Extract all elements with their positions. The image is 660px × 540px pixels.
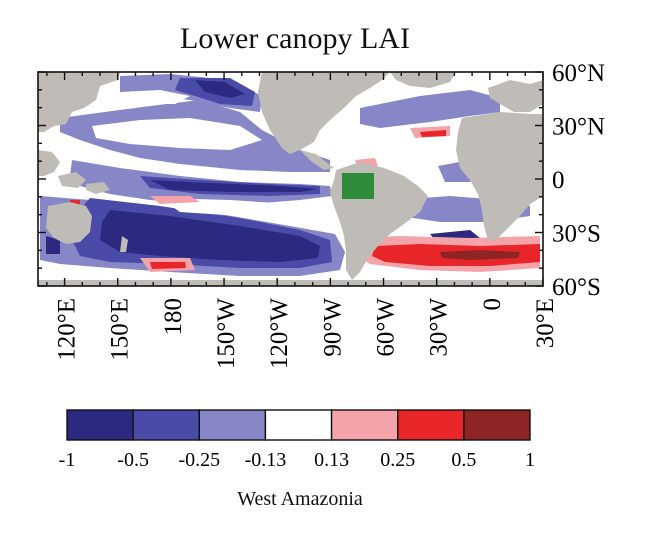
latitude-label: 60°N [552,60,605,87]
colorbar-swatch [264,409,333,441]
longitude-label: 30°E [532,298,559,348]
latitude-label: 30°N [552,114,605,141]
colorbar-boundary-label: 0.25 [380,449,415,471]
latitude-labels: 60°N 30°N 0 30°S 60°S [552,60,605,301]
anomaly-dark-red [440,250,520,260]
map-title: Lower canopy LAI [180,22,410,55]
colorbar-boundary-label: -0.13 [245,449,287,471]
anomaly-near-zero-gaps [92,90,320,218]
latitude-label: 0 [552,167,565,194]
longitude-label: 180 [160,298,187,336]
colorbar-boundary-label: 0.5 [451,449,476,471]
axis-ticks [38,71,544,287]
colorbar [66,409,531,441]
longitude-label: 120°W [266,298,293,369]
colorbar-boundary-label: 0.13 [314,449,349,471]
colorbar-boundary-label: -1 [59,449,76,471]
colorbar-swatch [463,409,531,441]
latitude-label: 60°S [552,274,601,301]
map-panel [37,71,544,287]
colorbar-labels: -1 -0.5 -0.25 -0.13 0.13 0.25 0.5 1 [59,449,535,471]
west-amazonia-region-box [342,173,374,199]
longitude-label: 60°W [373,298,400,357]
colorbar-caption: West Amazonia [237,488,363,510]
longitude-labels: 120°E 150°E 180 150°W 120°W 90°W 60°W 30°W 0 30°E [54,298,559,369]
longitude-label: 90°W [319,298,346,357]
colorbar-swatch [132,409,200,441]
colorbar-swatch [66,409,134,441]
longitude-label: 30°W [426,298,453,357]
colorbar-boundary-label: -0.5 [117,449,149,471]
colorbar-boundary-label: 1 [525,449,535,471]
colorbar-swatch [198,409,267,441]
colorbar-swatch [330,409,399,441]
longitude-label: 120°E [54,298,81,361]
colorbar-boundary-label: -0.25 [178,449,220,471]
longitude-label: 0 [479,298,506,311]
longitude-label: 150°W [213,298,240,369]
longitude-label: 150°E [107,298,134,361]
colorbar-swatch [397,409,465,441]
latitude-label: 30°S [552,221,601,248]
